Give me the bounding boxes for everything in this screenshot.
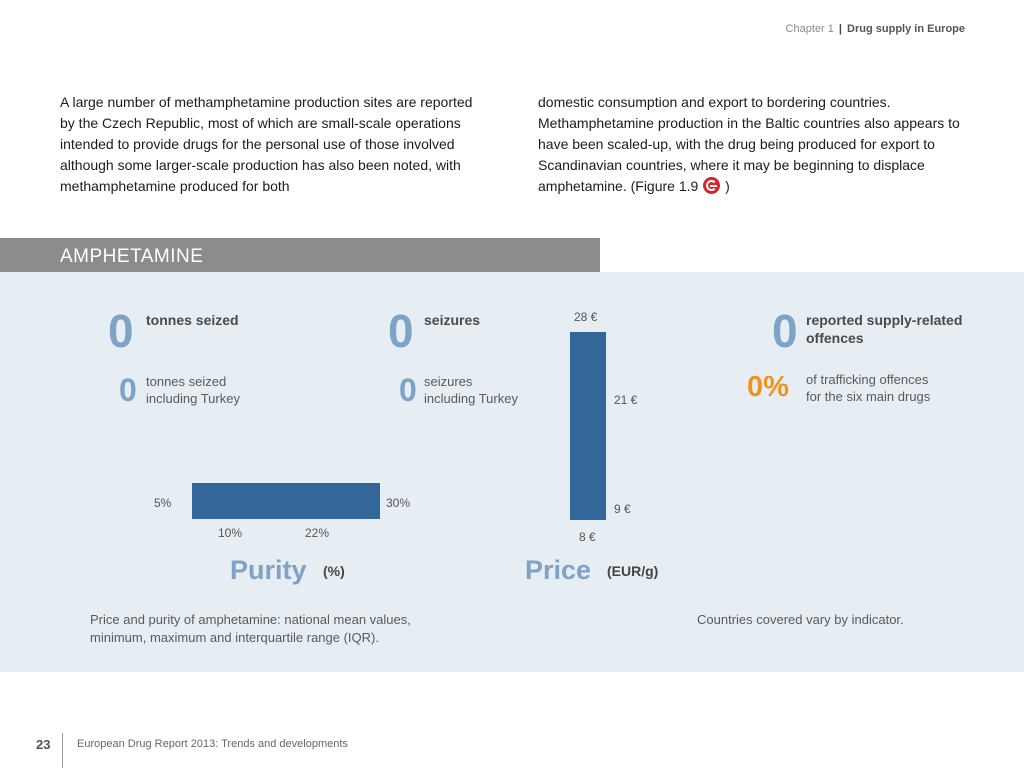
- trafficking-percent-label: of trafficking offences for the six main…: [806, 371, 930, 405]
- coverage-note: Countries covered vary by indicator.: [697, 612, 904, 627]
- section-header: AMPHETAMINE: [0, 238, 600, 272]
- price-q1-label: 9 €: [614, 502, 631, 516]
- purity-q1-label: 10%: [218, 526, 243, 540]
- offences-value: 0: [772, 305, 798, 357]
- chart-caption-line2: minimum, maximum and interquartile range…: [90, 630, 379, 645]
- footer-divider: [62, 733, 63, 768]
- chapter-title: Drug supply in Europe: [847, 23, 965, 35]
- purity-q3-label: 22%: [305, 526, 330, 540]
- tonnes-turkey-label-line2: including Turkey: [146, 391, 240, 406]
- price-iqr-bar: [570, 332, 606, 520]
- trafficking-percent-label-line2: for the six main drugs: [806, 389, 931, 404]
- trafficking-percent-label-line1: of trafficking offences: [806, 372, 929, 387]
- tonnes-seized-value: 0: [108, 305, 134, 357]
- seizures-turkey-label-line2: including Turkey: [424, 391, 518, 406]
- trafficking-percent-value: 0%: [747, 371, 789, 403]
- tonnes-turkey-label: tonnes seized including Turkey: [146, 373, 240, 407]
- section-title: AMPHETAMINE: [60, 246, 204, 267]
- tonnes-seized-label: tonnes seized: [146, 312, 239, 328]
- seizures-label: seizures: [424, 312, 481, 328]
- price-min-label: 8 €: [579, 530, 596, 544]
- offences-label-line1: reported supply-related: [806, 312, 963, 328]
- page-number: 23: [36, 737, 51, 752]
- chapter-separator: |: [838, 23, 842, 35]
- purity-max-label: 30%: [386, 496, 411, 510]
- purity-min-label: 5%: [154, 496, 172, 510]
- chapter-number: Chapter 1: [785, 23, 834, 35]
- tonnes-turkey-value: 0: [119, 372, 137, 408]
- offences-label-line2: offences: [806, 330, 864, 346]
- chart-caption-line1: Price and purity of amphetamine: nationa…: [90, 612, 411, 627]
- chart-caption: Price and purity of amphetamine: nationa…: [90, 611, 411, 647]
- offences-label: reported supply-related offences: [806, 311, 962, 347]
- intro-column-2-close: ): [725, 178, 730, 194]
- intro-column-2-text: domestic consumption and export to borde…: [538, 94, 960, 194]
- chapter-header: Chapter 1 | Drug supply in Europe: [786, 23, 965, 35]
- price-chart-unit: (EUR/g): [607, 563, 659, 579]
- price-q3-label: 21 €: [614, 393, 638, 407]
- seizures-turkey-label-line1: seizures: [424, 374, 473, 389]
- seizures-turkey-label: seizures including Turkey: [424, 373, 518, 407]
- intro-column-2: domestic consumption and export to borde…: [538, 92, 966, 197]
- tonnes-turkey-label-line1: tonnes seized: [146, 374, 227, 389]
- purity-chart-title: Purity: [230, 555, 307, 585]
- intro-column-1: A large number of methamphetamine produc…: [60, 94, 473, 194]
- intro-text: A large number of methamphetamine produc…: [60, 92, 966, 197]
- seizures-turkey-value: 0: [399, 372, 417, 408]
- price-max-label: 28 €: [574, 310, 598, 324]
- figure-link-icon[interactable]: [703, 177, 721, 194]
- purity-chart-unit: (%): [323, 563, 345, 579]
- stats-panel: 0 tonnes seized 0 tonnes seized includin…: [0, 272, 1024, 672]
- seizures-value: 0: [388, 305, 414, 357]
- purity-iqr-bar: [192, 483, 380, 519]
- footer-title: European Drug Report 2013: Trends and de…: [77, 738, 348, 750]
- price-chart-title: Price: [525, 555, 592, 585]
